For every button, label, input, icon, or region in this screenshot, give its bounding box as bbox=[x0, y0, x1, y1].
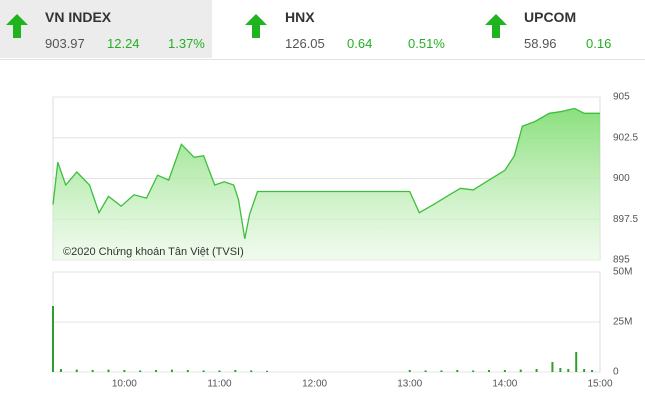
volume-bar bbox=[107, 369, 110, 372]
volume-bar bbox=[503, 370, 506, 372]
ticker-percent: 1.37% bbox=[168, 36, 205, 51]
volume-bar bbox=[59, 369, 62, 372]
volume-bar bbox=[488, 370, 491, 372]
volume-bar bbox=[472, 370, 475, 372]
ticker-price: 58.96 bbox=[524, 36, 557, 51]
up-arrow bbox=[245, 14, 267, 38]
up-arrow bbox=[6, 14, 28, 38]
price-line bbox=[52, 107, 600, 239]
volume-bar bbox=[52, 306, 54, 372]
plot-frame bbox=[52, 271, 601, 373]
up-arrow bbox=[485, 14, 507, 38]
y-tick-label: 902.5 bbox=[613, 132, 638, 143]
volume-bar bbox=[535, 369, 538, 372]
y-tick-label: 50M bbox=[613, 267, 632, 278]
watermark: ©2020 Chứng khoán Tân Việt (TVSI) bbox=[63, 246, 244, 258]
volume-bar bbox=[250, 370, 253, 372]
ticker-name: HNX bbox=[285, 9, 315, 25]
volume-bar bbox=[155, 370, 158, 372]
volume-bar bbox=[559, 368, 562, 372]
volume-bar bbox=[202, 370, 205, 372]
y-tick-label: 0 bbox=[613, 367, 619, 378]
volume-bar bbox=[123, 370, 126, 372]
x-tick-label: 13:00 bbox=[397, 379, 422, 390]
ticker-name: VN INDEX bbox=[45, 9, 112, 25]
ticker-percent: 0.51% bbox=[408, 36, 445, 51]
y-tick-label: 897.5 bbox=[613, 214, 638, 225]
volume-bar bbox=[218, 370, 221, 372]
ticker-name: UPCOM bbox=[524, 9, 577, 25]
volume-bar bbox=[266, 370, 269, 372]
ticker-change: 12.24 bbox=[107, 36, 140, 51]
volume-bar bbox=[456, 370, 459, 372]
volume-bar bbox=[440, 370, 443, 372]
ticker-price: 903.97 bbox=[45, 36, 85, 51]
volume-bar bbox=[170, 369, 173, 372]
volume-bar bbox=[583, 369, 586, 372]
y-tick-label: 905 bbox=[613, 92, 630, 103]
volume-bar bbox=[234, 370, 237, 372]
volume-bar bbox=[91, 370, 94, 372]
volume-bar bbox=[424, 370, 427, 372]
volume-bar bbox=[591, 370, 594, 372]
ticker-cell: VN INDEX 903.97 12.24 1.37% bbox=[0, 0, 212, 58]
ticker-price: 126.05 bbox=[285, 36, 325, 51]
plot-frame bbox=[52, 96, 601, 261]
volume-bar bbox=[186, 370, 189, 372]
price-area bbox=[53, 108, 600, 261]
ticker-change: 0.64 bbox=[347, 36, 373, 51]
volume-bar bbox=[519, 369, 522, 372]
volume-bar bbox=[575, 352, 578, 372]
volume-bar bbox=[139, 370, 142, 372]
y-tick-label: 900 bbox=[613, 173, 630, 184]
x-tick-label: 15:00 bbox=[587, 379, 612, 390]
volume-bar bbox=[567, 369, 570, 372]
y-tick-label: 25M bbox=[613, 317, 632, 328]
x-tick-label: 10:00 bbox=[112, 379, 137, 390]
ticker-cell: UPCOM 58.96 0.16 bbox=[478, 0, 645, 58]
x-tick-label: 14:00 bbox=[492, 379, 517, 390]
ticker-cell: HNX 126.05 0.64 0.51% bbox=[238, 0, 468, 58]
x-tick-label: 12:00 bbox=[302, 379, 327, 390]
volume-bar bbox=[408, 370, 411, 372]
x-tick-label: 11:00 bbox=[207, 379, 232, 390]
volume-bar bbox=[75, 369, 78, 372]
y-tick-label: 895 bbox=[613, 255, 630, 266]
ticker-change: 0.16 bbox=[586, 36, 612, 51]
volume-bar bbox=[551, 362, 554, 372]
